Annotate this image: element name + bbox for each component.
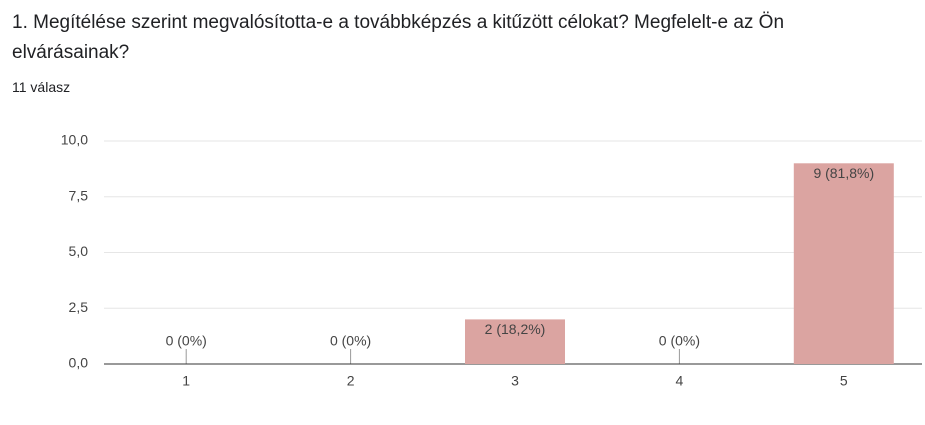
y-tick-label: 10,0: [61, 132, 88, 148]
value-label: 9 (81,8%): [813, 165, 874, 181]
x-tick-label: 3: [511, 373, 519, 389]
x-tick-label: 1: [182, 373, 190, 389]
y-tick-label: 7,5: [69, 187, 89, 203]
value-label: 0 (0%): [659, 333, 700, 349]
bar: [793, 163, 894, 364]
y-tick-label: 2,5: [69, 299, 89, 315]
value-label: 0 (0%): [166, 333, 207, 349]
y-tick-label: 0,0: [69, 355, 89, 371]
x-tick-label: 5: [840, 373, 848, 389]
value-label: 2 (18,2%): [485, 321, 546, 337]
y-tick-label: 5,0: [69, 243, 89, 259]
x-tick-label: 4: [676, 373, 684, 389]
value-label: 0 (0%): [330, 333, 371, 349]
bar: [465, 319, 565, 364]
x-tick-label: 2: [347, 373, 355, 389]
response-count: 11 válasz: [12, 79, 71, 95]
chart-title: 1. Megítélése szerint megvalósította-e a…: [12, 12, 785, 63]
